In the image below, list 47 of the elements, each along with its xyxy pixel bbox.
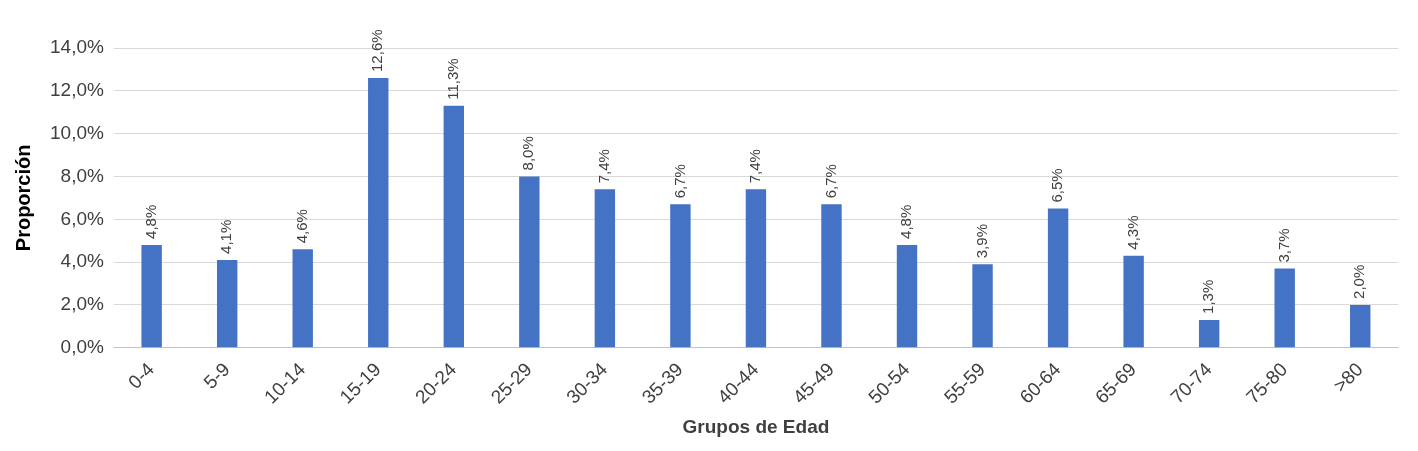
bar	[368, 77, 389, 348]
data-label: 4,6%	[292, 209, 310, 244]
y-tick-label: 4,0%	[60, 250, 104, 272]
data-label: 4,8%	[897, 204, 915, 239]
y-tick-label: 6,0%	[60, 207, 104, 229]
bar	[292, 249, 313, 348]
y-axis-title: Proporción	[11, 144, 34, 252]
bar	[216, 259, 238, 348]
bar	[745, 189, 767, 348]
bar	[670, 204, 691, 348]
data-label: 11,3%	[443, 58, 461, 100]
y-tick-label: 0,0%	[60, 335, 104, 357]
data-label: 6,7%	[670, 164, 688, 199]
bar	[1047, 208, 1069, 348]
data-label: 3,9%	[972, 224, 990, 259]
data-label: 4,8%	[141, 204, 159, 239]
bar	[972, 264, 993, 348]
data-label: 7,4%	[595, 149, 612, 184]
x-axis-title: Grupos de Edad	[682, 415, 830, 437]
bar	[443, 105, 464, 348]
bar	[519, 176, 540, 348]
y-tick-label: 2,0%	[60, 293, 104, 315]
x-tick-label: 5-9	[199, 358, 234, 393]
bar	[1350, 304, 1371, 348]
data-label: 12,6%	[368, 29, 386, 72]
bar	[141, 244, 162, 348]
data-label: 6,5%	[1048, 168, 1066, 203]
data-label: 7,4%	[746, 149, 764, 184]
x-tick-label: >80	[1329, 358, 1367, 397]
data-label: 4,3%	[1123, 215, 1141, 250]
bar	[1198, 319, 1220, 348]
data-label: 4,1%	[217, 219, 235, 254]
data-label: 1,3%	[1199, 279, 1217, 314]
data-label: 3,7%	[1274, 228, 1292, 263]
bar	[1123, 255, 1144, 348]
bar	[821, 204, 842, 348]
y-tick-label: 8,0%	[60, 164, 104, 186]
bar	[594, 189, 616, 348]
x-tick-label: 0-4	[123, 358, 159, 393]
y-tick-label: 12,0%	[50, 79, 104, 101]
data-label: 2,0%	[1350, 264, 1368, 299]
data-label: 6,7%	[821, 164, 839, 199]
y-tick-label: 10,0%	[50, 121, 104, 143]
data-label: 8,0%	[519, 136, 537, 171]
y-tick-label: 14,0%	[50, 36, 104, 58]
bar	[896, 244, 918, 348]
bar	[1274, 268, 1295, 348]
